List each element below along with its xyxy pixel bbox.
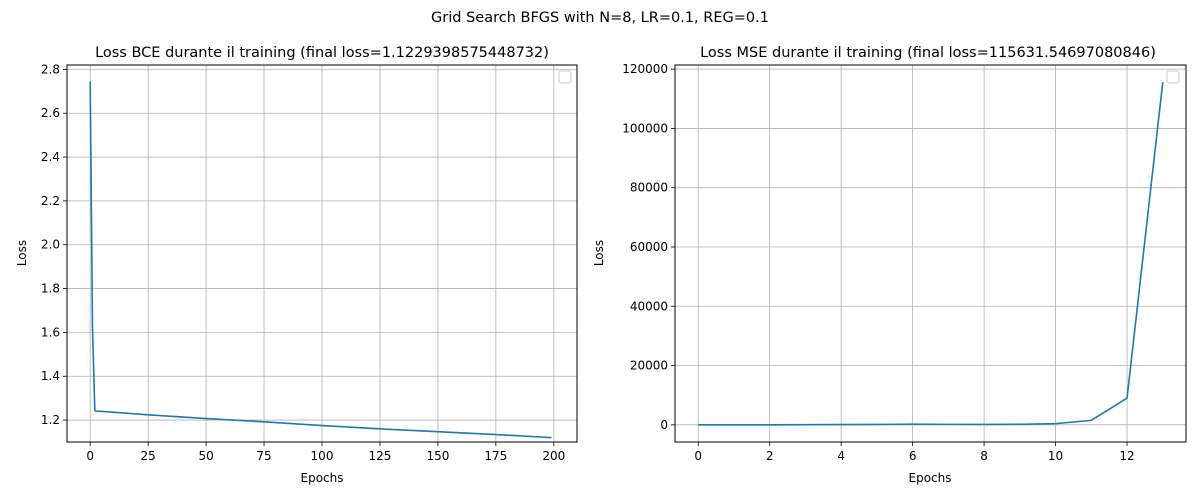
right-y-tick-label: 100000 xyxy=(622,121,668,135)
left-chart-title: Loss BCE durante il training (final loss… xyxy=(95,45,549,61)
right-x-tick-label: 6 xyxy=(909,449,917,463)
left-ticks: 0 25 50 75 100 125 150 175 200 1.2 1.4 1.6 1.8 2.0 2.2… xyxy=(41,62,565,463)
left-y-tick-label: 2.0 xyxy=(41,238,60,252)
left-legend-box xyxy=(558,70,572,84)
left-series-line xyxy=(89,81,552,439)
right-y-tick-label: 80000 xyxy=(630,181,668,195)
left-y-tick-label: 1.6 xyxy=(41,325,60,339)
left-x-tick-label: 50 xyxy=(198,449,213,463)
left-x-tick-label: 100 xyxy=(311,449,334,463)
left-x-tick-label: 25 xyxy=(140,449,155,463)
right-x-tick-label: 12 xyxy=(1119,449,1134,463)
right-x-tick-label: 0 xyxy=(694,449,702,463)
right-x-tick-label: 4 xyxy=(837,449,845,463)
left-x-tick-label: 0 xyxy=(86,449,94,463)
right-legend xyxy=(1166,70,1180,84)
left-x-tick-label: 150 xyxy=(426,449,449,463)
right-y-tick-label: 0 xyxy=(660,418,668,432)
right-series-line xyxy=(698,82,1164,426)
right-y-tick-label: 120000 xyxy=(622,62,668,76)
left-plot-area xyxy=(89,81,552,439)
right-plot-area xyxy=(698,82,1164,426)
right-x-tick-label: 10 xyxy=(1048,449,1063,463)
left-x-tick-label: 175 xyxy=(484,449,507,463)
right-grid xyxy=(675,65,1186,442)
right-y-tick-label: 40000 xyxy=(630,299,668,313)
right-y-tick-label: 60000 xyxy=(630,240,668,254)
right-chart: Loss MSE durante il training (final loss… xyxy=(592,45,1187,485)
left-y-tick-label: 2.4 xyxy=(41,150,60,164)
left-y-axis-label: Loss xyxy=(15,240,29,266)
right-x-tick-label: 2 xyxy=(766,449,774,463)
left-grid xyxy=(67,65,577,442)
left-legend xyxy=(558,70,572,84)
right-axes-frame xyxy=(674,64,1187,443)
right-x-tick-label: 8 xyxy=(980,449,988,463)
figure-suptitle: Grid Search BFGS with N=8, LR=0.1, REG=0… xyxy=(431,10,769,26)
left-y-tick-label: 2.6 xyxy=(41,106,60,120)
left-x-tick-label: 75 xyxy=(256,449,271,463)
right-ticks: 0 2 4 6 8 10 12 0 20000 40000 60000 80000 100000 1200… xyxy=(622,62,1134,463)
left-y-tick-label: 1.2 xyxy=(41,413,60,427)
left-chart: Loss BCE durante il training (final loss… xyxy=(15,45,578,485)
right-chart-title: Loss MSE durante il training (final loss… xyxy=(700,45,1156,61)
right-y-axis-label: Loss xyxy=(592,240,606,266)
right-x-axis-label: Epochs xyxy=(909,471,952,485)
left-y-tick-label: 1.4 xyxy=(41,369,60,383)
left-x-axis-label: Epochs xyxy=(301,471,344,485)
right-legend-box xyxy=(1166,70,1180,84)
right-y-tick-label: 20000 xyxy=(630,359,668,373)
left-x-tick-label: 200 xyxy=(542,449,565,463)
left-x-tick-label: 125 xyxy=(369,449,392,463)
left-y-tick-label: 2.2 xyxy=(41,194,60,208)
left-y-tick-label: 2.8 xyxy=(41,62,60,76)
left-y-tick-label: 1.8 xyxy=(41,282,60,296)
